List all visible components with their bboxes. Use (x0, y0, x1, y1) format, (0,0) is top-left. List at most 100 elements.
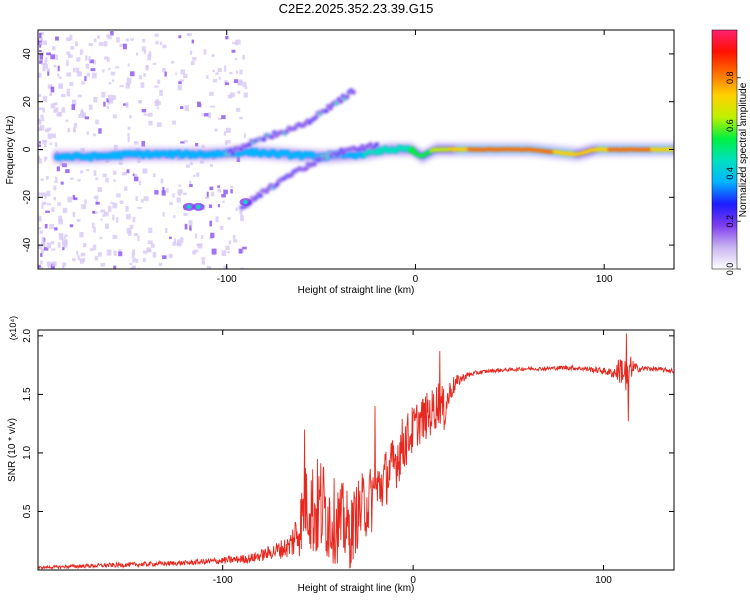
colorbar-tick-label: 0.0 (725, 263, 735, 276)
noise-speck (38, 192, 44, 196)
noise-speck (209, 220, 213, 227)
noise-speck (211, 191, 215, 197)
noise-speck (228, 240, 232, 245)
noise-speck (137, 206, 142, 209)
noise-speck (86, 72, 91, 77)
noise-speck (129, 115, 132, 119)
noise-speck (129, 262, 133, 266)
noise-speck (82, 257, 86, 262)
noise-speck (54, 176, 58, 181)
noise-speck (140, 82, 145, 88)
noise-speck (177, 189, 183, 195)
noise-speck (147, 112, 153, 117)
noise-speck (47, 70, 50, 76)
noise-speck (224, 82, 229, 86)
noise-speck (229, 71, 233, 75)
noise-speck (53, 102, 58, 106)
noise-speck (78, 114, 82, 118)
noise-speck (39, 53, 44, 60)
noise-speck (210, 232, 215, 238)
branch-hotspot (334, 101, 339, 106)
noise-speck (237, 82, 242, 86)
noise-speck (47, 127, 52, 131)
noise-speck (93, 244, 97, 251)
noise-speck (58, 76, 62, 79)
colorbar-gradient (711, 29, 738, 270)
noise-speck (130, 266, 136, 269)
noise-speck (222, 200, 225, 203)
snr-frame (37, 329, 675, 571)
noise-speck (81, 81, 85, 85)
noise-speck (46, 242, 52, 249)
noise-speck (92, 210, 96, 214)
noise-speck (165, 227, 168, 234)
branch-cell (312, 162, 317, 166)
noise-speck (38, 144, 42, 147)
noise-speck (55, 107, 59, 113)
noise-speck (211, 248, 217, 255)
noise-speck (135, 258, 139, 263)
y-tick-label: 0 (22, 146, 33, 152)
branch-hotspot (324, 155, 329, 160)
noise-speck (71, 104, 76, 111)
noise-speck (106, 34, 112, 38)
noise-speck (93, 170, 97, 177)
branch-cell (345, 94, 349, 99)
noise-speck (81, 112, 86, 119)
noise-speck (68, 54, 73, 58)
noise-speck (88, 43, 93, 47)
noise-speck (135, 52, 139, 56)
noise-speck (127, 126, 131, 130)
spectrogram-xlabel: Height of straight line (km) (298, 285, 415, 296)
noise-speck (240, 267, 244, 269)
noise-speck (209, 91, 214, 96)
noise-speck (225, 127, 231, 133)
noise-speck (39, 230, 44, 234)
noise-speck (80, 252, 86, 257)
branch-cell (231, 151, 235, 156)
noise-speck (112, 214, 115, 221)
noise-speck (67, 127, 70, 133)
noise-speck (189, 50, 193, 55)
noise-speck (77, 179, 81, 182)
noise-speck (53, 196, 57, 201)
noise-speck (38, 141, 41, 144)
noise-speck (208, 112, 212, 119)
snr-line (38, 333, 674, 570)
noise-speck (239, 210, 243, 216)
noise-speck (52, 46, 56, 51)
snr-axes: -100 0 100 0.5 1.0 1.5 2.0 (22, 328, 674, 586)
noise-speck (38, 227, 42, 230)
noise-speck (124, 186, 128, 191)
x-tick-label: 0 (410, 575, 416, 586)
noise-speck (44, 143, 47, 148)
noise-speck (169, 236, 172, 239)
noise-speck (77, 94, 82, 98)
noise-speck (137, 235, 140, 242)
noise-speck (154, 33, 159, 37)
upper-branch (223, 87, 357, 158)
noise-speck (235, 40, 238, 46)
noise-speck (217, 67, 222, 73)
noise-speck (79, 53, 83, 56)
noise-speck (51, 133, 57, 139)
noise-speck (50, 103, 56, 109)
colorbar-tick-label: 0.2 (725, 215, 735, 228)
noise-speck (64, 239, 68, 246)
noise-speck (192, 174, 196, 177)
noise-speck (201, 113, 204, 116)
noise-speck (62, 262, 67, 267)
noise-speck (177, 85, 182, 91)
noise-speck (168, 253, 173, 259)
noise-speck (141, 108, 147, 113)
noise-speck (38, 94, 42, 98)
noise-speck (106, 105, 110, 109)
noise-speck (44, 60, 48, 66)
colorbar-tick-label: 0.6 (725, 119, 735, 132)
snr-panel: -100 0 100 0.5 1.0 1.5 2.0 Height of straight … (7, 316, 675, 594)
noise-speck (105, 177, 109, 183)
noise-speck (202, 258, 205, 262)
noise-speck (80, 109, 84, 112)
noise-speck (169, 202, 173, 206)
noise-speck (44, 223, 48, 229)
